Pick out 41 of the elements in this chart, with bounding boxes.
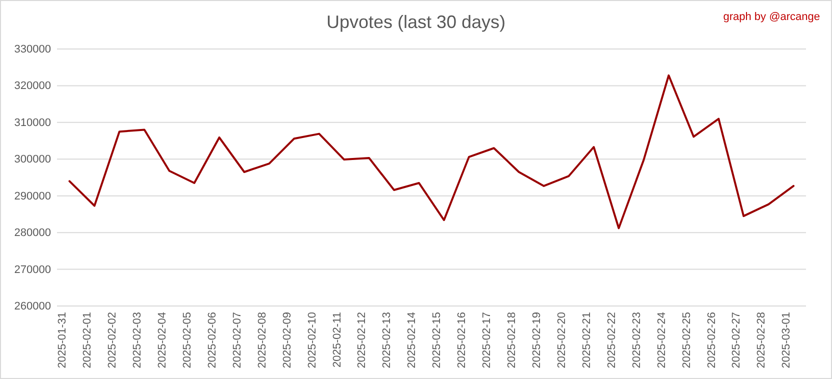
x-tick-label: 2025-02-15: [431, 312, 444, 368]
y-tick-label: 320000: [14, 80, 51, 92]
x-tick-label: 2025-03-01: [780, 312, 793, 368]
x-tick-label: 2025-02-11: [331, 312, 344, 368]
y-tick-label: 330000: [14, 44, 51, 56]
x-tick-label: 2025-02-26: [706, 312, 718, 368]
x-tick-label: 2025-02-25: [680, 312, 693, 368]
x-tick-label: 2025-02-12: [356, 312, 368, 368]
x-tick-label: 2025-02-10: [306, 312, 318, 368]
y-tick-label: 290000: [14, 190, 51, 202]
x-tick-label: 2025-02-03: [132, 312, 144, 368]
x-tick-label: 2025-02-17: [481, 312, 494, 368]
chart-title: Upvotes (last 30 days): [326, 12, 506, 32]
x-tick-label: 2025-02-09: [281, 312, 294, 368]
x-tick-label: 2025-02-05: [181, 312, 194, 368]
x-tick-label: 2025-02-21: [580, 312, 593, 368]
x-tick-label: 2025-02-04: [156, 312, 168, 368]
y-tick-label: 300000: [14, 154, 51, 166]
y-tick-label: 310000: [14, 116, 51, 129]
line-series: [68, 74, 795, 230]
x-tick-label: 2025-02-08: [256, 312, 268, 368]
x-tick-label: 2025-02-01: [82, 312, 94, 368]
y-tick-label: 280000: [14, 227, 51, 240]
x-tick-label: 2025-02-23: [630, 312, 643, 368]
x-tick-label: 2025-02-24: [656, 312, 668, 368]
y-tick-label: 270000: [14, 264, 51, 276]
x-tick-label: 2025-02-07: [231, 312, 244, 368]
x-tick-label: 2025-02-22: [606, 312, 618, 368]
y-tick-label: 260000: [14, 300, 51, 313]
x-tick-label: 2025-02-20: [556, 312, 568, 368]
x-tick-label: 2025-02-28: [756, 312, 768, 368]
x-tick-label: 2025-02-16: [456, 312, 468, 368]
x-tick-label: 2025-02-06: [206, 312, 218, 368]
x-tick-label: 2025-02-18: [506, 312, 518, 368]
x-tick-label: 2025-02-14: [406, 312, 418, 368]
x-tick-label: 2025-01-31: [56, 312, 69, 368]
text: graph by @arcange: [723, 11, 820, 23]
x-tick-label: 2025-02-02: [106, 312, 119, 368]
x-tick-label: 2025-02-19: [531, 312, 543, 368]
x-tick-label: 2025-02-27: [730, 312, 743, 368]
x-tick-label: 2025-02-13: [381, 312, 394, 368]
